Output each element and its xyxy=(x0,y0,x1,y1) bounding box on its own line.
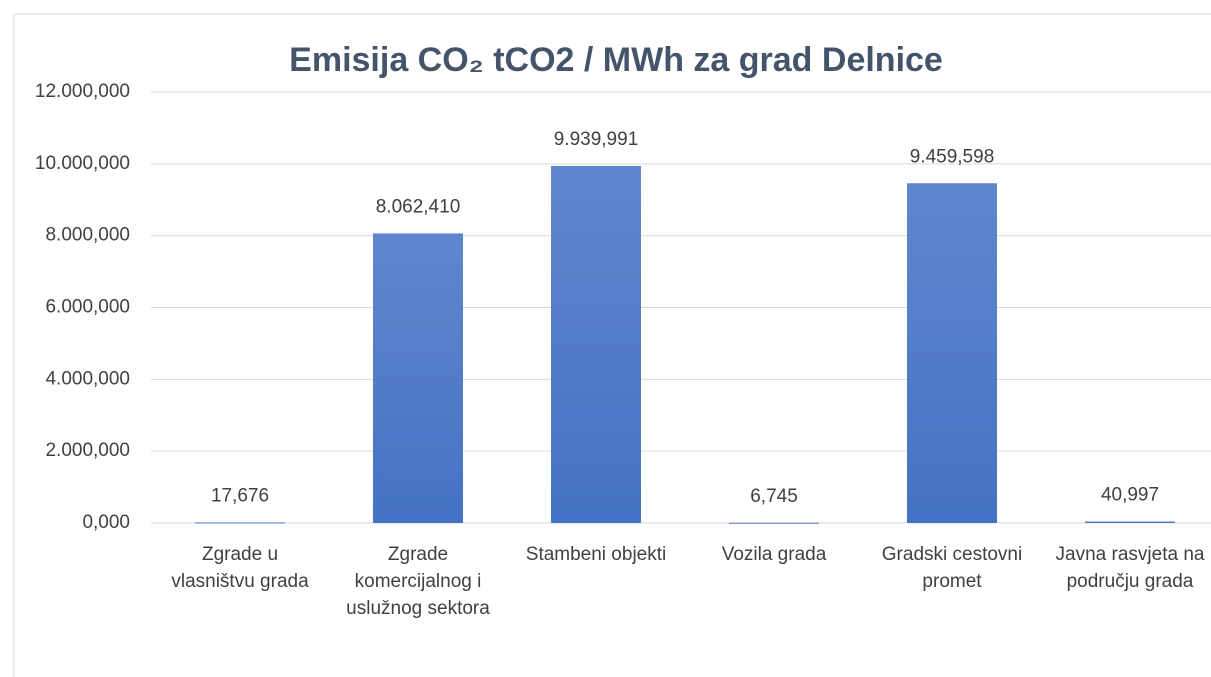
x-tick-label: Javna rasvjeta na xyxy=(1056,544,1205,565)
bar xyxy=(1085,521,1175,523)
y-tick-label: 0,000 xyxy=(82,512,130,533)
bar xyxy=(195,522,285,524)
data-label: 6,745 xyxy=(750,486,798,507)
data-label: 8.062,410 xyxy=(376,196,461,217)
y-tick-label: 12.000,000 xyxy=(35,81,130,102)
bar xyxy=(729,522,819,524)
x-tick-label: uslužnog sektora xyxy=(346,598,490,619)
chart-title: Emisija CO₂ tCO2 / MWh za grad Delnice xyxy=(289,41,943,79)
y-tick-label: 6.000,000 xyxy=(45,297,130,318)
data-label: 17,676 xyxy=(211,485,269,506)
y-tick-label: 8.000,000 xyxy=(45,225,130,246)
x-tick-label: Zgrade xyxy=(388,544,448,565)
x-tick-label: promet xyxy=(922,571,982,592)
x-tick-label: vlasništvu grada xyxy=(171,571,309,592)
data-label: 9.939,991 xyxy=(554,129,639,150)
y-tick-label: 2.000,000 xyxy=(45,440,130,461)
x-tick-label: komercijalnog i xyxy=(355,571,482,592)
x-tick-label: Stambeni objekti xyxy=(526,544,666,565)
x-tick-label: Vozila grada xyxy=(722,544,827,565)
x-tick-label: Gradski cestovni xyxy=(882,544,1022,565)
bar xyxy=(551,165,641,524)
y-tick-label: 4.000,000 xyxy=(45,368,130,389)
y-tick-label: 10.000,000 xyxy=(35,153,130,174)
bar xyxy=(373,233,463,523)
x-tick-label: području grada xyxy=(1067,571,1194,592)
data-label: 9.459,598 xyxy=(910,146,995,167)
x-tick-label: Zgrade u xyxy=(202,544,278,565)
data-label: 40,997 xyxy=(1101,485,1159,506)
bar xyxy=(907,183,997,523)
